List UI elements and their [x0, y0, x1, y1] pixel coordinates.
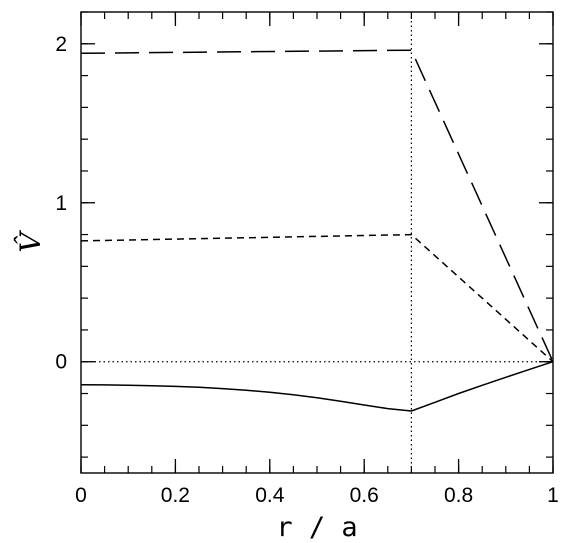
x-tick-label: 1 [547, 484, 559, 507]
y-tick-label: 2 [55, 33, 67, 56]
x-tick-label: 0.8 [444, 484, 473, 507]
y-axis-label: V̂ [14, 230, 47, 253]
y-tick-label: 0 [55, 351, 67, 374]
plot-frame [80, 11, 554, 474]
x-tick-label: 0.6 [350, 484, 379, 507]
x-axis-label: r / a [276, 512, 357, 543]
y-axis: 0 1 2 [55, 11, 553, 458]
x-tick-label: 0.4 [255, 484, 285, 507]
x-tick-label: 0.2 [161, 484, 190, 507]
x-tick-label: 0 [75, 484, 87, 507]
x-axis: 0 0.2 0.4 0.6 0.8 1 [75, 12, 559, 507]
series-line-long-dash [80, 49, 554, 363]
series-line-short-dash [80, 233, 554, 363]
y-tick-label: 1 [55, 192, 67, 215]
series-line-solid [80, 360, 554, 412]
plot-area [80, 11, 554, 474]
